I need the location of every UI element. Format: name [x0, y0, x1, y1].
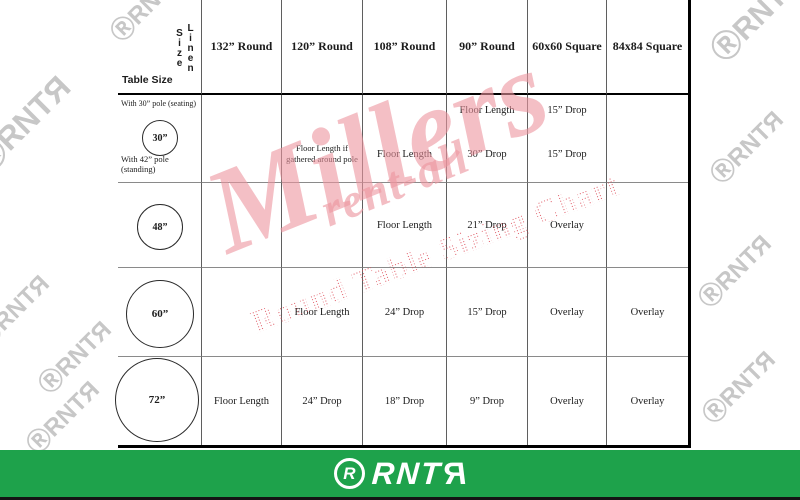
table-cell: Overlay — [528, 357, 607, 445]
table-circle-72: 72” — [115, 358, 199, 442]
rntr-tile-watermark: ⓇRNTR — [697, 346, 782, 430]
table-cell: Floor Length — [202, 357, 282, 445]
logo-flipped-letter: R — [440, 455, 468, 491]
table-cell — [282, 183, 363, 268]
rntr-tile-watermark: ⓇRNTR — [0, 68, 78, 180]
table-cell: Floor Length — [363, 183, 447, 268]
table-circle-30: 30” — [142, 120, 178, 156]
table-cell: 18” Drop — [363, 357, 447, 445]
note-seating: With 30” pole (seating) — [121, 99, 196, 108]
table-cell: Floor Length 30” Drop — [447, 95, 528, 183]
table-cell: 9” Drop — [447, 357, 528, 445]
cell-value — [202, 126, 281, 182]
cell-value: 15” Drop — [547, 105, 587, 117]
rntr-tile-watermark: ⓇRNTR — [705, 106, 790, 190]
logo-circle-letter: R — [343, 463, 356, 483]
row-axis-label: Table Size — [122, 74, 173, 86]
cell-value: 15” Drop — [547, 148, 587, 160]
column-header-90-round: 90” Round — [447, 0, 528, 95]
bottom-black-strip — [0, 497, 800, 500]
table-cell: Overlay — [607, 268, 688, 357]
cell-value — [202, 95, 281, 126]
table-cell: 15” Drop — [447, 268, 528, 357]
rntr-wordmark: RNTR — [371, 456, 468, 492]
rntr-tile-watermark: ⓇRNTR — [693, 230, 778, 314]
row-header-30: With 30” pole (seating) 30” With 42” pol… — [118, 95, 202, 183]
cell-value: Floor Length if gathered around pole — [286, 143, 358, 165]
note-standing: With 42” pole (standing) — [121, 153, 169, 175]
table-cell: 24” Drop — [363, 268, 447, 357]
table-cell: Overlay — [528, 268, 607, 357]
table-cell: Floor Length if gathered around pole — [282, 95, 363, 183]
cell-value — [607, 95, 688, 126]
cell-value: Floor Length — [459, 105, 515, 117]
table-circle-60: 60” — [126, 280, 194, 348]
table-cell: Floor Length — [282, 268, 363, 357]
rntr-tile-watermark: ⓇRNTR — [21, 376, 106, 460]
cell-value: 30” Drop — [467, 148, 507, 160]
column-axis-label: Linen Size — [174, 23, 196, 73]
column-header-60x60-square: 60x60 Square — [528, 0, 607, 95]
table-size-label: 48” — [152, 221, 168, 233]
rntr-circle-r-icon: R — [333, 458, 365, 489]
table-size-label: 60” — [151, 308, 169, 320]
row-header-72: 72” — [115, 357, 202, 445]
table-circle-48: 48” — [137, 204, 183, 250]
logo-main-letters: RNT — [370, 455, 443, 491]
table-cell: 24” Drop — [282, 357, 363, 445]
table-cell: 15” Drop 15” Drop — [528, 95, 607, 183]
column-header-108-round: 108” Round — [363, 0, 447, 95]
cell-value — [282, 95, 362, 126]
table-size-label: 30” — [152, 132, 168, 144]
table-cell — [607, 183, 688, 268]
axis-corner-cell: Linen Size Table Size — [118, 0, 202, 95]
table-cell: Overlay — [630, 395, 665, 407]
cell-value — [363, 95, 446, 126]
column-header-132-round: 132” Round — [202, 0, 282, 95]
footer-brand-bar: R RNTR — [0, 450, 800, 497]
rntr-tile-watermark: ⓇRNTR — [0, 270, 56, 354]
table-cell — [607, 95, 688, 183]
cell-value — [607, 126, 688, 182]
row-header-48: 48” — [118, 183, 202, 268]
table-cell: Floor Length — [363, 95, 447, 183]
rntr-logo: R RNTR — [333, 456, 468, 492]
table-size-label: 72” — [148, 394, 166, 406]
table-cell: Overlay — [528, 183, 607, 268]
table-cell — [202, 268, 282, 357]
table-cell — [202, 183, 282, 268]
round-table-sizing-table: Linen Size Table Size 132” Round 120” Ro… — [115, 0, 691, 448]
rntr-tile-watermark: ⓇRNTR — [705, 0, 800, 69]
cell-value: Floor Length — [376, 148, 433, 160]
table-cell: 21” Drop — [447, 183, 528, 268]
rntr-tile-watermark: ⓇRNTR — [33, 316, 118, 400]
table-cell — [202, 95, 282, 183]
row-header-60: 60” — [118, 268, 202, 357]
column-header-84x84-square: 84x84 Square — [607, 0, 688, 95]
column-header-120-round: 120” Round — [282, 0, 363, 95]
